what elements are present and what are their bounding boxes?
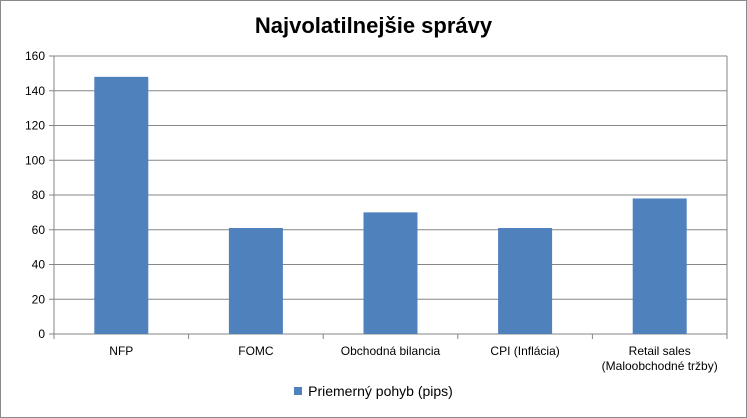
- y-tick-label: 0: [38, 327, 45, 341]
- chart-legend: Priemerný pohyb (pips): [1, 383, 746, 399]
- y-tick-label: 100: [25, 153, 45, 167]
- y-tick-label: 160: [25, 49, 45, 63]
- bar: [228, 228, 283, 334]
- y-tick-label: 60: [32, 223, 46, 237]
- legend-label: Priemerný pohyb (pips): [308, 383, 453, 399]
- x-tick-label: NFP: [109, 344, 133, 358]
- y-tick-label: 80: [32, 188, 46, 202]
- y-tick-label: 140: [25, 84, 45, 98]
- bar: [94, 76, 149, 334]
- x-tick-label: Obchodná bilancia: [341, 344, 441, 358]
- chart-title: Najvolatilnejšie správy: [254, 13, 493, 38]
- x-tick-label: CPI (Inflácia): [490, 344, 559, 358]
- y-tick-label: 40: [32, 258, 46, 272]
- bar: [363, 212, 418, 334]
- x-tick-label: FOMC: [238, 344, 274, 358]
- bar: [498, 228, 553, 334]
- bar: [632, 198, 687, 334]
- y-tick-label: 20: [32, 292, 46, 306]
- x-tick-label: Retail sales (Maloobchodné tržby): [602, 344, 718, 373]
- y-tick-label: 120: [25, 119, 45, 133]
- legend-swatch: [294, 387, 303, 395]
